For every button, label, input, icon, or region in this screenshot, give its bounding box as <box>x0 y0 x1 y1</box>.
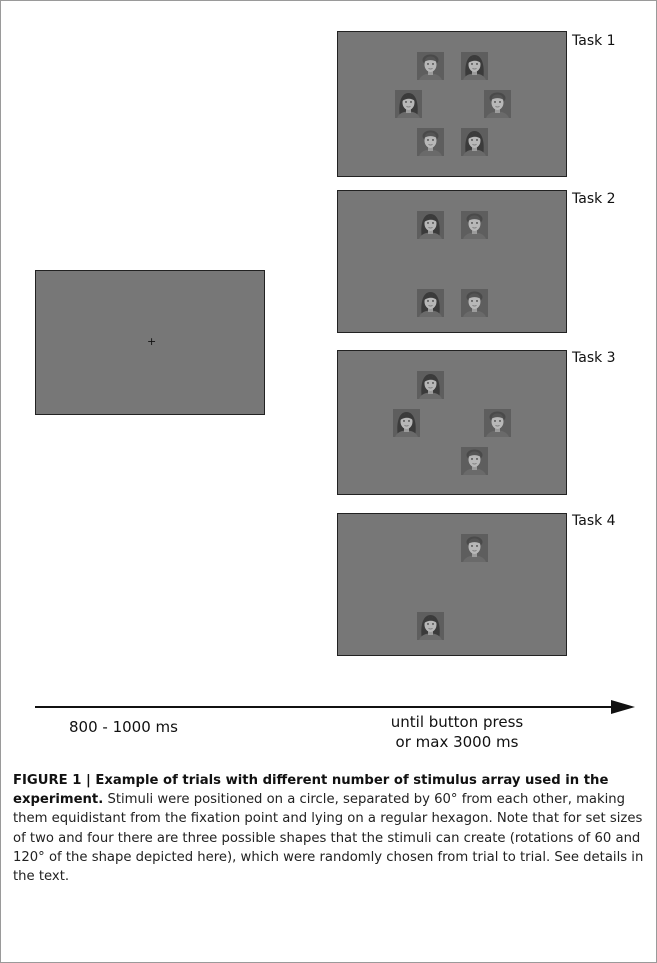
fixation-screen: + <box>35 270 265 415</box>
fixation-duration-label: 800 - 1000 ms <box>69 718 178 736</box>
task-3-screen <box>337 350 567 495</box>
response-window-label: until button press or max 3000 ms <box>357 712 557 752</box>
face-male-stimulus <box>417 128 444 156</box>
response-line-1: until button press <box>390 713 524 731</box>
face-female-stimulus <box>461 128 488 156</box>
face-male-stimulus <box>484 90 511 118</box>
caption-heading: FIGURE 1 | Example of trials with differ… <box>13 773 609 808</box>
face-female-stimulus <box>417 371 444 399</box>
face-female-stimulus <box>395 90 422 118</box>
face-female-stimulus <box>461 52 488 80</box>
caption-body: Stimuli were positioned on a circle, sep… <box>13 792 644 885</box>
task-3-label: Task 3 <box>572 350 616 366</box>
task-2-screen <box>337 190 567 333</box>
face-male-stimulus <box>484 409 511 437</box>
face-female-stimulus <box>393 409 420 437</box>
response-line-2: or max 3000 ms <box>395 733 519 751</box>
face-male-stimulus <box>461 534 488 562</box>
task-4-label: Task 4 <box>572 513 616 529</box>
task-4-screen <box>337 513 567 656</box>
task-1-label: Task 1 <box>572 33 616 49</box>
face-male-stimulus <box>461 447 488 475</box>
timeline-arrow-icon <box>35 700 635 714</box>
face-female-stimulus <box>417 612 444 640</box>
face-male-stimulus <box>461 211 488 239</box>
task-2-label: Task 2 <box>572 191 616 207</box>
fixation-cross: + <box>147 335 157 348</box>
face-male-stimulus <box>461 289 488 317</box>
face-female-stimulus <box>417 211 444 239</box>
face-female-stimulus <box>417 289 444 317</box>
task-1-screen <box>337 31 567 177</box>
figure-caption: FIGURE 1 | Example of trials with differ… <box>13 771 645 886</box>
face-male-stimulus <box>417 52 444 80</box>
